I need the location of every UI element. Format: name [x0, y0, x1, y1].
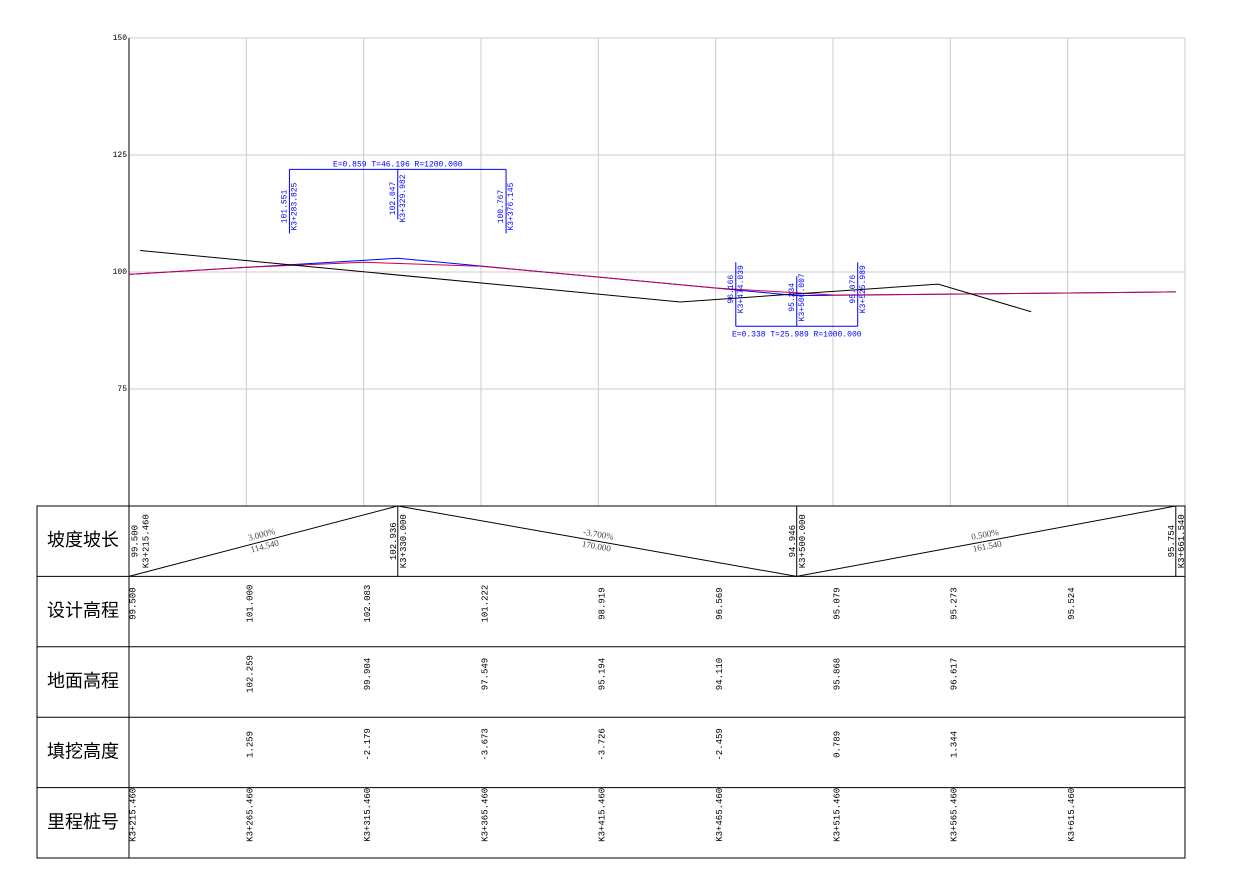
curve-elevation: 102.047: [389, 181, 398, 215]
curve-station: K3+500.007: [798, 273, 807, 321]
table-frame: [36, 505, 1186, 859]
cell-value: K3+515.460: [832, 788, 842, 842]
curve-station: K3+525.989: [859, 265, 868, 313]
cell-value: 94.110: [715, 658, 725, 690]
grade-elevation: 102.936: [389, 522, 399, 560]
y-tick-label: 150: [113, 34, 128, 43]
cell-value: 96.569: [715, 587, 725, 619]
cell-value: 101.222: [480, 585, 490, 623]
grade-station: K3+330.000: [399, 514, 409, 568]
cell-value: 1.259: [246, 731, 256, 758]
profile-line: [128, 257, 1176, 297]
grade-elevation: 94.946: [788, 525, 798, 557]
cell-value: 95.194: [598, 658, 608, 690]
curve-elevation: 95.076: [849, 275, 858, 304]
curve-elevation: 96.166: [727, 275, 736, 304]
cell-value: 95.273: [950, 587, 960, 619]
cell-value: 98.919: [598, 587, 608, 619]
cell-value: 96.617: [950, 658, 960, 690]
curve-station: K3+376.145: [507, 182, 516, 230]
curve-elevation: 100.767: [497, 190, 506, 224]
cell-value: K3+415.460: [598, 788, 608, 842]
cell-value: -2.459: [715, 728, 725, 760]
cell-value: K3+615.460: [1067, 788, 1077, 842]
y-tick-label: 125: [113, 151, 128, 160]
row-label: 填挖高度: [47, 741, 119, 762]
grade-elevation: 99.500: [130, 525, 140, 557]
row-label: 坡度坡长: [47, 530, 119, 551]
cell-value: 95.079: [832, 587, 842, 619]
cell-value: 1.344: [950, 731, 960, 758]
y-tick-label: 100: [113, 268, 128, 277]
cell-value: K3+365.460: [480, 788, 490, 842]
cell-value: 99.904: [363, 658, 373, 690]
cell-value: -2.179: [363, 728, 373, 760]
grade-elevation: 95.754: [1167, 525, 1177, 557]
curve-elevation: 95.234: [788, 283, 797, 312]
cell-value: K3+465.460: [715, 788, 725, 842]
y-tick-label: 75: [117, 385, 127, 394]
profile-line: [128, 261, 1176, 296]
profile-line: [140, 249, 1032, 313]
cell-value: 0.789: [832, 731, 842, 758]
cell-value: K3+315.460: [363, 788, 373, 842]
cell-value: K3+565.460: [950, 788, 960, 842]
row-label: 地面高程: [47, 671, 119, 692]
grade-station: K3+215.460: [141, 514, 151, 568]
cell-value: -3.673: [480, 728, 490, 760]
grade-line: [128, 505, 1176, 577]
cell-value: K3+265.460: [246, 788, 256, 842]
row-label: 设计高程: [47, 601, 119, 622]
cell-value: 99.500: [128, 587, 138, 619]
curve-station: K3+474.039: [737, 265, 746, 313]
cell-value: 95.868: [832, 658, 842, 690]
curve-label: E=0.338 T=25.989 R=1000.000: [732, 330, 862, 339]
curve-label: E=0.859 T=46.196 R=1200.000: [333, 161, 463, 170]
cell-value: 102.259: [246, 655, 256, 693]
cell-value: 95.524: [1067, 587, 1077, 619]
curve-station: K3+283.825: [291, 182, 300, 230]
cell-value: 102.083: [363, 585, 373, 623]
cell-value: 101.000: [246, 585, 256, 623]
cell-value: K3+215.460: [128, 788, 138, 842]
cell-value: -3.726: [598, 728, 608, 760]
cell-value: 97.549: [480, 658, 490, 690]
curve-station: K3+329.982: [399, 174, 408, 222]
curve-elevation: 101.551: [281, 190, 290, 224]
grade-station: K3+500.000: [798, 514, 808, 568]
row-label: 里程桩号: [47, 812, 119, 833]
grade-station: K3+661.540: [1177, 514, 1187, 568]
